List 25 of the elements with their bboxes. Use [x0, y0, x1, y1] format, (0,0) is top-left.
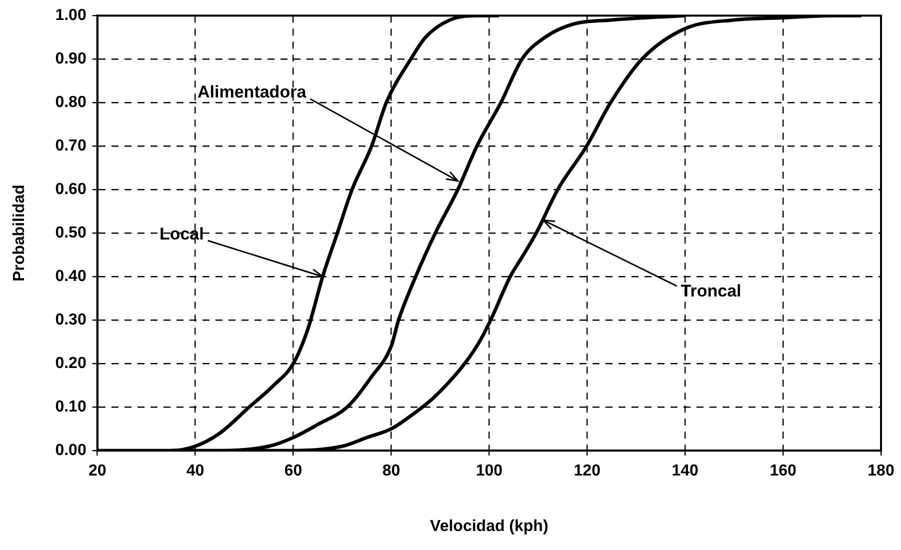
x-tick-label: 120: [574, 462, 601, 480]
y-tick-label: 0.30: [55, 312, 86, 329]
y-tick-label: 0.40: [55, 268, 86, 286]
x-tick-label: 60: [284, 462, 302, 480]
y-axis-title: Probabilidad: [11, 184, 28, 282]
annotation: Troncal: [680, 282, 742, 301]
annotation: Local: [159, 224, 204, 244]
x-tick-label: 180: [868, 462, 894, 480]
x-tick-label: 80: [382, 462, 400, 480]
y-tick-label: 0.90: [55, 50, 86, 68]
x-tick-label: 160: [770, 462, 796, 480]
x-tick-label: 20: [88, 462, 106, 480]
y-tick-label: 0.20: [55, 355, 86, 372]
y-tick-label: 0.00: [55, 442, 86, 460]
x-axis-title: Velocidad (kph): [430, 518, 548, 535]
y-tick-label: 1.00: [55, 7, 86, 24]
y-tick-label: 0.50: [55, 224, 86, 242]
x-tick-label: 140: [672, 462, 699, 480]
y-tick-label: 0.80: [55, 94, 86, 112]
x-tick-label: 100: [476, 462, 503, 480]
annotation: Alimentadora: [198, 82, 307, 102]
y-tick-label: 0.10: [55, 398, 86, 416]
x-tick-label: 40: [186, 462, 204, 480]
y-tick-label: 0.70: [55, 138, 86, 155]
y-tick-label: 0.60: [55, 181, 86, 198]
